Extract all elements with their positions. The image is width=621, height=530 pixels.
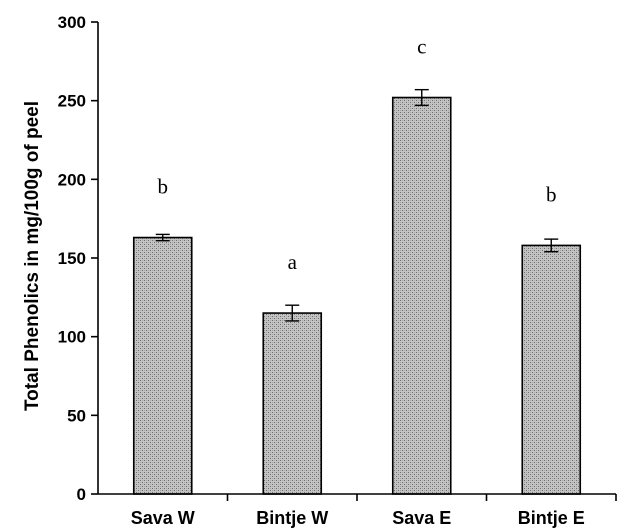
y-tick-label: 300 [58, 13, 86, 32]
y-tick-label: 50 [67, 406, 86, 425]
x-tick-label: Bintje W [256, 508, 328, 528]
error-bars-group [155, 88, 559, 322]
y-tick-label: 250 [58, 92, 86, 111]
significance-letter: c [417, 35, 426, 59]
bar [262, 312, 323, 495]
y-tick-label: 150 [58, 249, 86, 268]
significance-letter: b [158, 175, 169, 199]
x-tick-label: Bintje E [518, 508, 585, 528]
y-ticks-group: 0 50 100 150 200 250 300 [58, 13, 98, 504]
y-axis-title: Total Phenolics in mg/100g of peel [22, 101, 43, 411]
x-tick-label: Sava W [131, 508, 195, 528]
bar [132, 236, 193, 495]
significance-letter: a [288, 250, 298, 274]
significance-letter: b [546, 182, 557, 206]
bars-group [132, 96, 582, 495]
y-tick-label: 100 [58, 328, 86, 347]
bar [521, 244, 582, 495]
y-tick-label: 0 [77, 485, 86, 504]
x-ticks-group: Sava W Bintje W Sava E Bintje E [131, 494, 617, 528]
x-tick-label: Sava E [392, 508, 451, 528]
y-tick-label: 200 [58, 170, 86, 189]
bar [391, 96, 452, 495]
significance-letters-group: b a c b [158, 35, 557, 275]
